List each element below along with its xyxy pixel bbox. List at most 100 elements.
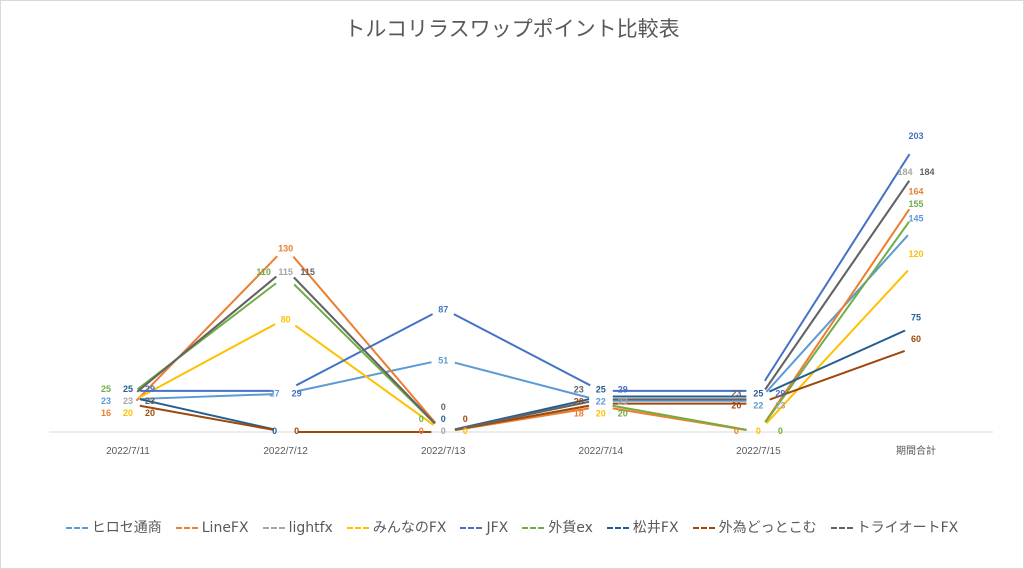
data-label: 20	[731, 400, 741, 410]
x-tick-label: 期間合計	[896, 444, 936, 457]
legend-label: JFX	[486, 520, 509, 536]
data-label: 0	[441, 414, 446, 424]
data-label: 29	[145, 384, 155, 394]
legend-item: 松井FX	[606, 519, 679, 537]
legend-label: トライオートFX	[856, 520, 959, 536]
series-line-segment	[768, 329, 906, 393]
series-line-segment	[764, 153, 911, 382]
data-label: 60	[911, 334, 921, 344]
series-line-segment	[293, 276, 436, 425]
legend-item: JFX	[460, 519, 508, 537]
legend-label: 外為どっとこむ	[718, 520, 817, 536]
series-line-segment	[292, 256, 437, 424]
data-label: 164	[908, 186, 923, 196]
legend-item: みんなのFX	[346, 519, 447, 537]
legend-label: LineFX	[201, 520, 249, 536]
data-label: 23	[123, 396, 133, 406]
series-line-segment	[453, 313, 591, 387]
data-label: 184	[919, 167, 934, 177]
data-label: 25	[123, 384, 133, 394]
legend: ヒロセ通商 LineFX lightfx みんなのFX JFX 外貨ex 松井FX 外為どっと…	[21, 519, 1003, 537]
data-label: 18	[574, 408, 584, 418]
legend-swatch	[346, 527, 369, 529]
data-label: 0	[419, 414, 424, 424]
data-label: 0	[463, 414, 468, 424]
series-line-segment	[139, 398, 275, 431]
data-label: 51	[438, 356, 448, 366]
data-label: 27	[270, 388, 280, 398]
legend-label: lightfx	[288, 520, 333, 536]
data-label: 20	[596, 408, 606, 418]
legend-swatch	[65, 527, 88, 529]
data-label: 20	[123, 408, 133, 418]
legend-swatch	[606, 527, 629, 529]
series-line-segment	[764, 208, 911, 423]
data-label: 145	[908, 213, 923, 223]
x-tick-label: 2022/7/11	[106, 446, 150, 457]
legend-label: 外貨ex	[548, 520, 593, 536]
legend-item: 外貨ex	[522, 519, 593, 537]
data-label: 29	[775, 388, 785, 398]
data-label: 87	[438, 305, 448, 315]
data-label: 25	[753, 388, 763, 398]
data-label: 29	[618, 384, 628, 394]
data-label: 22	[596, 396, 606, 406]
chart-title: トルコリラスワップポイント比較表	[344, 17, 680, 41]
legend-swatch	[262, 527, 285, 529]
x-tick-label: 2022/7/15	[736, 446, 781, 457]
data-label: 0	[441, 402, 446, 412]
series-line-segment	[454, 361, 590, 399]
x-tick-label: 2022/7/14	[579, 446, 624, 457]
legend-swatch	[830, 527, 853, 529]
data-label: 0	[778, 426, 783, 436]
data-label: 203	[908, 131, 923, 141]
legend-swatch	[175, 527, 198, 529]
series-line-segment	[612, 404, 747, 431]
series-line-segment	[454, 400, 590, 431]
data-label: 23	[775, 400, 785, 410]
legend-item: トライオートFX	[830, 519, 959, 537]
series-line-segment	[139, 404, 274, 431]
series-line-segment	[139, 393, 274, 400]
data-label: 20	[618, 408, 628, 418]
data-label: 23	[101, 396, 111, 406]
legend-item: ヒロセ通商	[65, 519, 162, 537]
data-label: 25	[596, 384, 606, 394]
legend-label: みんなのFX	[372, 520, 447, 536]
legend-label: ヒロセ通商	[91, 520, 162, 536]
legend-swatch	[522, 527, 545, 529]
series-line-segment	[297, 361, 432, 393]
data-label: 0	[463, 426, 468, 436]
data-label: 0	[441, 426, 446, 436]
data-label: 110	[256, 267, 271, 277]
legend-swatch	[692, 527, 715, 529]
legend-swatch	[460, 527, 483, 529]
data-label: 23	[618, 396, 628, 406]
data-label: 155	[908, 199, 923, 209]
data-label: 130	[278, 244, 293, 254]
data-label: 23	[731, 388, 741, 398]
data-label: 22	[753, 400, 763, 410]
data-label: 0	[294, 426, 299, 436]
x-tick-label: 2022/7/13	[421, 446, 466, 457]
data-label: 75	[911, 313, 921, 323]
x-tick-label: 2022/7/12	[263, 446, 308, 457]
data-label: 25	[101, 384, 111, 394]
data-label: 0	[419, 426, 424, 436]
data-label: 0	[272, 426, 277, 436]
data-label: 29	[292, 388, 302, 398]
series-line-segment	[138, 323, 276, 399]
data-label: 0	[734, 426, 739, 436]
legend-item: 外為どっとこむ	[692, 519, 817, 537]
legend-item: LineFX	[175, 519, 249, 537]
data-label: 20	[145, 408, 155, 418]
series-line-segment	[765, 269, 909, 424]
series-line-segment	[764, 180, 911, 391]
data-label: 23	[574, 384, 584, 394]
series-line-segment	[135, 255, 278, 402]
series-line-segment	[769, 350, 906, 401]
data-label: 184	[897, 167, 912, 177]
data-label: 120	[908, 249, 923, 259]
